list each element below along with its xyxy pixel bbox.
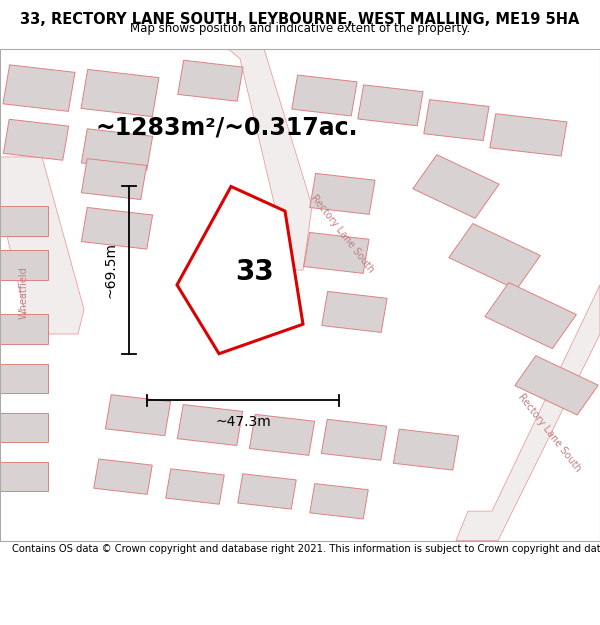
Polygon shape	[228, 49, 312, 270]
Text: Contains OS data © Crown copyright and database right 2021. This information is : Contains OS data © Crown copyright and d…	[12, 544, 600, 554]
Polygon shape	[424, 99, 489, 141]
Polygon shape	[166, 469, 224, 504]
Polygon shape	[178, 60, 243, 101]
Text: 33, RECTORY LANE SOUTH, LEYBOURNE, WEST MALLING, ME19 5HA: 33, RECTORY LANE SOUTH, LEYBOURNE, WEST …	[20, 12, 580, 27]
Polygon shape	[0, 157, 84, 334]
Polygon shape	[250, 414, 314, 456]
Text: 33: 33	[236, 258, 274, 286]
Polygon shape	[449, 224, 541, 289]
Text: Rectory Lane South: Rectory Lane South	[516, 392, 583, 473]
Polygon shape	[0, 412, 48, 442]
Polygon shape	[82, 159, 146, 199]
Polygon shape	[456, 285, 600, 541]
Polygon shape	[485, 282, 577, 349]
Polygon shape	[81, 69, 159, 117]
Polygon shape	[178, 404, 242, 446]
Polygon shape	[322, 291, 387, 332]
Polygon shape	[0, 364, 48, 393]
Text: Rectory Lane South: Rectory Lane South	[309, 192, 376, 274]
Polygon shape	[515, 356, 598, 415]
Text: Map shows position and indicative extent of the property.: Map shows position and indicative extent…	[130, 22, 470, 35]
Polygon shape	[358, 85, 423, 126]
Polygon shape	[3, 65, 75, 111]
Polygon shape	[82, 208, 152, 249]
Polygon shape	[82, 129, 152, 171]
Polygon shape	[310, 484, 368, 519]
Polygon shape	[413, 154, 499, 218]
Polygon shape	[292, 75, 357, 116]
Text: ~47.3m: ~47.3m	[215, 415, 271, 429]
Polygon shape	[304, 232, 369, 273]
Text: ~69.5m: ~69.5m	[103, 242, 117, 298]
Polygon shape	[0, 462, 48, 491]
Polygon shape	[177, 186, 303, 354]
Polygon shape	[310, 173, 375, 214]
Text: Wheatfield: Wheatfield	[19, 266, 29, 319]
Polygon shape	[322, 419, 386, 460]
Polygon shape	[0, 206, 48, 236]
Polygon shape	[490, 114, 567, 156]
Polygon shape	[394, 429, 458, 470]
Polygon shape	[0, 314, 48, 344]
Polygon shape	[0, 251, 48, 280]
Text: ~1283m²/~0.317ac.: ~1283m²/~0.317ac.	[96, 116, 359, 139]
Polygon shape	[106, 395, 170, 436]
Polygon shape	[4, 119, 68, 160]
Polygon shape	[238, 474, 296, 509]
Polygon shape	[94, 459, 152, 494]
